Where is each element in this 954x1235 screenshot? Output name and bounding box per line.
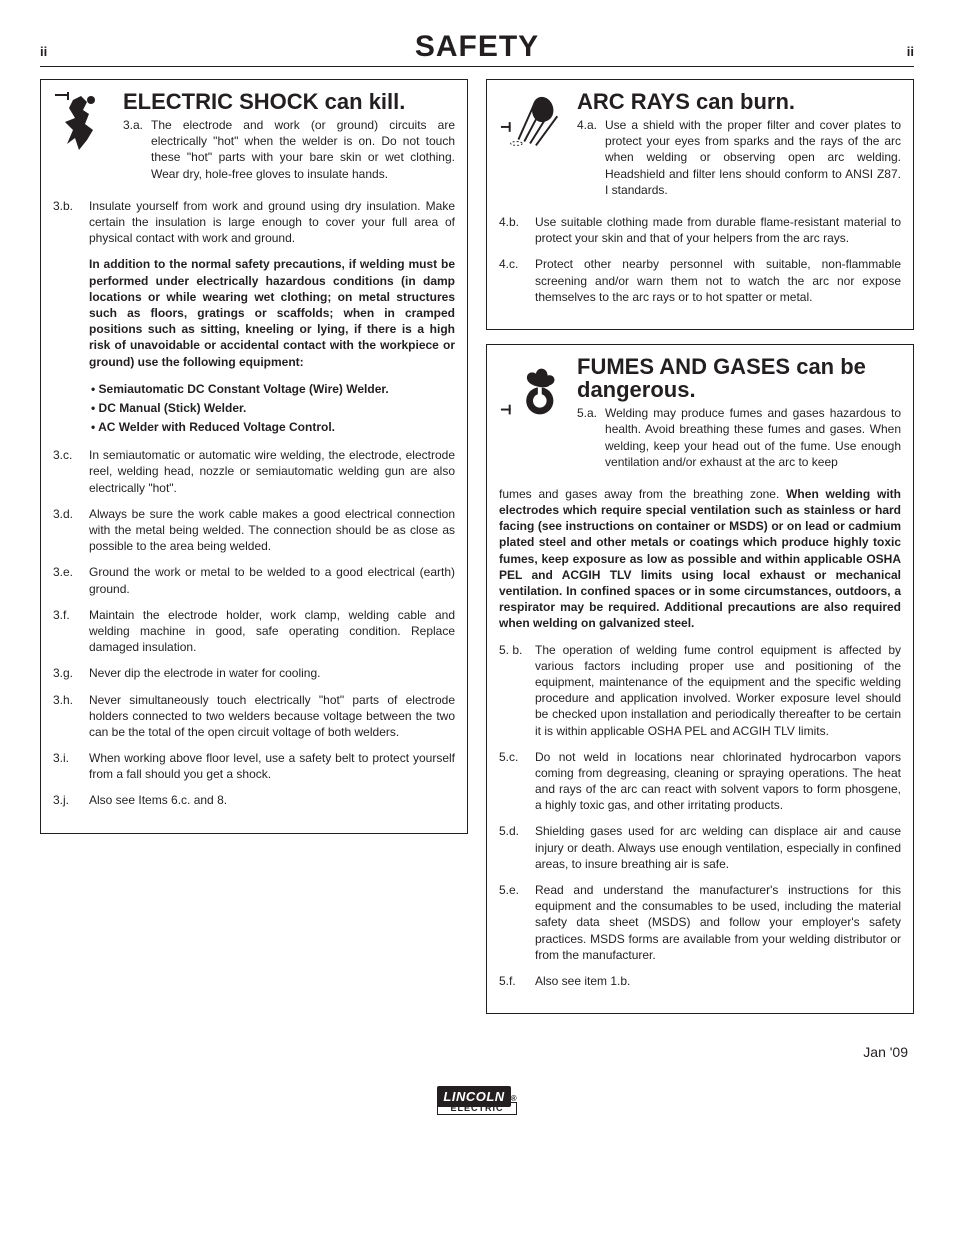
item-key: 3.a. [123, 117, 143, 182]
content-columns: ELECTRIC SHOCK can kill. 3.a. The electr… [40, 79, 914, 1060]
item-key: 4.b. [499, 214, 527, 246]
section-header: ARC RAYS can burn. 4.a. Use a shield wit… [499, 90, 901, 208]
fumes-gases-section: FUMES AND GASES can be dangerous. 5.a. W… [486, 344, 914, 1014]
item-key: 5.a. [577, 405, 597, 470]
section-title: FUMES AND GASES can be dangerous. [577, 355, 901, 401]
item-text: Use a shield with the proper filter and … [605, 117, 901, 198]
electric-shock-section: ELECTRIC SHOCK can kill. 3.a. The electr… [40, 79, 468, 834]
item-key: 5. b. [499, 642, 527, 739]
item-key: 4.c. [499, 256, 527, 305]
page-title: SAFETY [415, 30, 539, 64]
section-header: FUMES AND GASES can be dangerous. 5.a. W… [499, 355, 901, 480]
item-key: 3.b. [53, 198, 81, 247]
list-item: 3.h. Never simultaneously touch electrica… [53, 692, 455, 741]
item-text: Welding may produce fumes and gases haza… [605, 405, 901, 470]
item-text: Also see item 1.b. [535, 973, 901, 989]
bullet-item: Semiautomatic DC Constant Voltage (Wire)… [91, 380, 455, 399]
equipment-bullet-list: Semiautomatic DC Constant Voltage (Wire)… [91, 380, 455, 438]
item-key: 5.e. [499, 882, 527, 963]
continuation-plain: fumes and gases away from the breathing … [499, 487, 786, 501]
item-key: 3.h. [53, 692, 81, 741]
bullet-item: AC Welder with Reduced Voltage Control. [91, 418, 455, 437]
item-text: Always be sure the work cable makes a go… [89, 506, 455, 555]
page-number-right: ii [907, 44, 914, 59]
item-text: Also see Items 6.c. and 8. [89, 792, 455, 808]
list-item: 5.e. Read and understand the manufacturer… [499, 882, 901, 963]
list-item: 5.c. Do not weld in locations near chlori… [499, 749, 901, 814]
item-text: When working above floor level, use a sa… [89, 750, 455, 782]
item-key: 3.f. [53, 607, 81, 656]
section-header: ELECTRIC SHOCK can kill. 3.a. The electr… [53, 90, 455, 192]
list-item: 3.f. Maintain the electrode holder, work … [53, 607, 455, 656]
list-item: 5.f. Also see item 1.b. [499, 973, 901, 989]
list-item: 4.c. Protect other nearby personnel with … [499, 256, 901, 305]
page-header: ii SAFETY ii [40, 30, 914, 67]
item-text: In addition to the normal safety precaut… [89, 256, 455, 369]
list-item: 3.i. When working above floor level, use … [53, 750, 455, 782]
list-item: 5. b. The operation of welding fume contr… [499, 642, 901, 739]
item-text: Never dip the electrode in water for coo… [89, 665, 455, 681]
shock-person-icon [53, 90, 113, 160]
left-column: ELECTRIC SHOCK can kill. 3.a. The electr… [40, 79, 468, 1060]
item-text: Do not weld in locations near chlorinate… [535, 749, 901, 814]
item-key: 5.f. [499, 973, 527, 989]
item-key: 3.j. [53, 792, 81, 808]
item-text: The electrode and work (or ground) circu… [151, 117, 455, 182]
item-text: Never simultaneously touch electrically … [89, 692, 455, 741]
right-column: ARC RAYS can burn. 4.a. Use a shield wit… [486, 79, 914, 1060]
section-title: ELECTRIC SHOCK can kill. [123, 90, 455, 113]
list-item: 3.j. Also see Items 6.c. and 8. [53, 792, 455, 808]
arc-rays-icon [499, 90, 567, 160]
list-item: 3.b. Insulate yourself from work and gro… [53, 198, 455, 247]
item-text: In semiautomatic or automatic wire weldi… [89, 447, 455, 496]
bullet-item: DC Manual (Stick) Welder. [91, 399, 455, 418]
item-text: Maintain the electrode holder, work clam… [89, 607, 455, 656]
list-item: 3.g. Never dip the electrode in water for… [53, 665, 455, 681]
item-key: 3.c. [53, 447, 81, 496]
list-item: 4.b. Use suitable clothing made from dura… [499, 214, 901, 246]
item-key: 3.d. [53, 506, 81, 555]
item-key: 5.c. [499, 749, 527, 814]
item-key: 4.a. [577, 117, 597, 198]
item-text: Shielding gases used for arc welding can… [535, 823, 901, 872]
item-text: Protect other nearby personnel with suit… [535, 256, 901, 305]
item-text: Insulate yourself from work and ground u… [89, 198, 455, 247]
page-number-left: ii [40, 44, 47, 59]
item-text: Use suitable clothing made from durable … [535, 214, 901, 246]
continuation-bold: When welding with electrodes which requi… [499, 487, 901, 631]
list-item: 3.d. Always be sure the work cable makes … [53, 506, 455, 555]
item-key: 3.g. [53, 665, 81, 681]
item-key: 3.e. [53, 564, 81, 596]
item-key: 5.d. [499, 823, 527, 872]
fumes-icon [499, 355, 567, 425]
item-text: Ground the work or metal to be welded to… [89, 564, 455, 596]
continuation-paragraph: fumes and gases away from the breathing … [499, 486, 901, 632]
list-item: 5.d. Shielding gases used for arc welding… [499, 823, 901, 872]
bold-paragraph: In addition to the normal safety precaut… [53, 256, 455, 369]
item-text: The operation of welding fume control eq… [535, 642, 901, 739]
list-item: 3.c. In semiautomatic or automatic wire w… [53, 447, 455, 496]
footer-logo: LINCOLN® ELECTRIC [40, 1090, 914, 1115]
item-key: 3.i. [53, 750, 81, 782]
section-title: ARC RAYS can burn. [577, 90, 901, 113]
item-text: Read and understand the manufacturer's i… [535, 882, 901, 963]
footer-date: Jan '09 [486, 1044, 914, 1060]
list-item: 3.e. Ground the work or metal to be welde… [53, 564, 455, 596]
arc-rays-section: ARC RAYS can burn. 4.a. Use a shield wit… [486, 79, 914, 330]
